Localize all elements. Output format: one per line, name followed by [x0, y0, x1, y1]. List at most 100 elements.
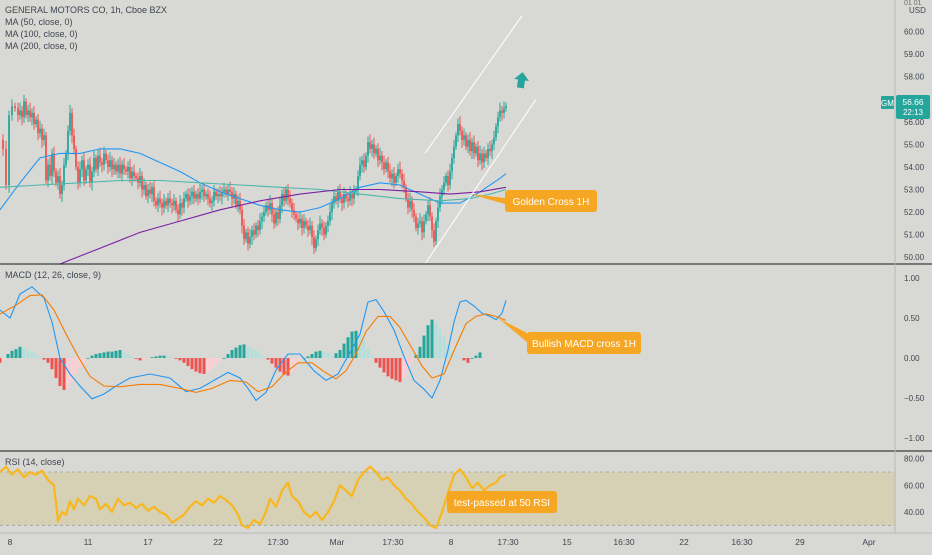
- candle-body: [385, 162, 387, 170]
- rsi-legend[interactable]: RSI (14, close): [5, 457, 65, 467]
- candle-body: [145, 185, 147, 197]
- macd-legend[interactable]: MACD (12, 26, close, 9): [5, 270, 101, 280]
- candle-body: [433, 230, 435, 242]
- macd-histogram-bar: [6, 354, 10, 358]
- ma200-legend[interactable]: MA (200, close, 0): [5, 41, 78, 51]
- candle-body: [201, 189, 203, 192]
- candle-body: [411, 200, 413, 210]
- candle-body: [363, 160, 365, 167]
- candle-body: [117, 164, 119, 172]
- rsi-axis-tick-label: 40.00: [904, 508, 925, 517]
- macd-pane[interactable]: 1.00 0.50 0.00 −0.50 −1.00: [0, 274, 925, 443]
- macd-histogram-bar: [410, 358, 414, 363]
- price-axis-tick-label: 60.00: [904, 28, 925, 37]
- rsi-line: [0, 465, 507, 530]
- macd-histogram-bar: [250, 348, 254, 358]
- macd-histogram-bar: [246, 346, 250, 358]
- macd-histogram-bar: [174, 358, 178, 359]
- macd-histogram-bar: [170, 357, 174, 358]
- candle-body: [359, 164, 361, 176]
- candle-body: [263, 212, 265, 217]
- price-axis-tick-label: 59.00: [904, 50, 925, 59]
- price-pane[interactable]: 50.0051.0052.0053.0054.0055.0056.0057.00…: [0, 15, 925, 265]
- rsi-test-callout[interactable]: test-passed at 50 RSI: [447, 491, 557, 513]
- candle-body: [505, 106, 507, 109]
- candle-body: [235, 194, 237, 206]
- symbol-legend[interactable]: GENERAL MOTORS CO, 1h, Cboe BZX: [5, 5, 167, 15]
- ma50-legend[interactable]: MA (50, close, 0): [5, 17, 73, 27]
- macd-histogram-bar: [254, 350, 258, 358]
- macd-histogram-bar: [318, 350, 322, 358]
- macd-histogram-bar: [98, 353, 102, 358]
- macd-histogram-bar: [150, 357, 154, 358]
- candle-body: [451, 157, 453, 172]
- golden-cross-label: Golden Cross 1H: [513, 197, 590, 208]
- price-scale-corner-label: ​01 01: [904, 0, 922, 7]
- candle-body: [211, 200, 213, 204]
- macd-histogram-bar: [402, 358, 406, 378]
- golden-cross-callout[interactable]: Golden Cross 1H: [470, 190, 597, 212]
- candle-body: [197, 194, 199, 199]
- time-axis[interactable]: 8 11 17 22 17:30 Mar 17:30 8 17:30 15 16:30 22 16:30…: [8, 537, 876, 547]
- candle-body: [431, 216, 433, 231]
- macd-histogram-bar: [286, 358, 290, 376]
- candle-body: [121, 164, 123, 174]
- macd-histogram-bar: [290, 358, 294, 373]
- candle-body: [249, 236, 251, 244]
- candle-body: [21, 110, 23, 118]
- price-axis-tick-label: 51.00: [904, 231, 925, 240]
- macd-axis-tick-label: 0.50: [904, 314, 920, 323]
- time-axis-tick-label: Mar: [330, 537, 345, 547]
- candle-body: [221, 191, 223, 197]
- candle-body: [207, 194, 209, 199]
- macd-histogram-bar: [14, 349, 18, 358]
- candle-body: [107, 160, 109, 167]
- candle-body: [279, 205, 281, 219]
- macd-histogram-bar: [226, 354, 230, 358]
- macd-histogram-bar: [398, 358, 402, 382]
- macd-histogram-bar: [222, 358, 226, 359]
- candle-body: [265, 205, 267, 213]
- ma100-legend[interactable]: MA (100, close, 0): [5, 29, 78, 39]
- macd-histogram-bar: [274, 358, 278, 368]
- candle-body: [331, 203, 333, 213]
- candle-body: [155, 200, 157, 206]
- candle-body: [173, 200, 175, 206]
- macd-histogram-bar: [158, 355, 162, 358]
- channel-upper-line[interactable]: [424, 15, 523, 154]
- candle-body: [455, 135, 457, 147]
- candle-body: [147, 189, 149, 197]
- macd-histogram-bar: [166, 356, 170, 358]
- macd-histogram-bar: [134, 358, 138, 359]
- candle-body: [51, 153, 53, 176]
- macd-histogram-bar: [442, 337, 446, 358]
- candle-body: [501, 110, 503, 113]
- macd-histogram-bar: [214, 358, 218, 366]
- candle-body: [389, 171, 391, 179]
- candle-body: [63, 164, 65, 186]
- macd-histogram-bar: [22, 347, 26, 358]
- time-axis-tick-label: 22: [213, 537, 223, 547]
- macd-histogram-bar: [118, 350, 122, 358]
- candle-body: [469, 139, 471, 152]
- candle-body: [477, 146, 479, 161]
- macd-histogram-bar: [338, 350, 342, 358]
- macd-histogram-bar: [82, 358, 86, 362]
- macd-histogram-bar: [258, 353, 262, 358]
- candle-body: [395, 176, 397, 183]
- candle-body: [401, 173, 403, 181]
- rsi-test-callout-box: [447, 491, 557, 513]
- candle-body: [283, 194, 285, 201]
- candle-body: [323, 227, 325, 235]
- macd-histogram-bar: [126, 354, 130, 358]
- bullish-macd-callout[interactable]: Bullish MACD cross 1H: [498, 318, 641, 354]
- candle-body: [97, 155, 99, 170]
- macd-histogram-bar: [86, 358, 90, 359]
- channel-lower-line[interactable]: [424, 99, 537, 265]
- candle-body: [383, 162, 385, 170]
- candle-body: [85, 169, 87, 181]
- candle-body: [35, 119, 37, 125]
- macd-histogram-bar: [422, 335, 426, 358]
